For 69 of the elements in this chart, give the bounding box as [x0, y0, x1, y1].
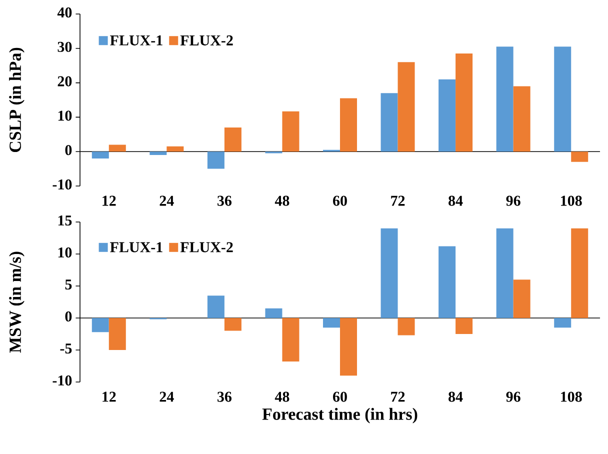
x-tick-label: 12 — [102, 392, 116, 402]
x-axis-title: Forecast time (in hrs) — [262, 408, 418, 424]
x-tick-label: 60 — [333, 392, 347, 402]
y-tick-label: 10 — [58, 110, 72, 121]
y-tick-label: 0 — [65, 145, 72, 156]
bar — [380, 228, 398, 318]
legend-label: FLUX-2 — [180, 242, 233, 252]
bar — [282, 318, 300, 362]
bar — [282, 111, 300, 152]
bar — [456, 318, 473, 334]
x-tick-label: 60 — [333, 196, 347, 206]
bar — [456, 54, 473, 152]
x-tick-label: 96 — [506, 392, 520, 402]
y-tick-label: -10 — [52, 375, 72, 386]
x-tick-label: 36 — [218, 392, 232, 402]
bar — [108, 144, 126, 152]
y-tick-label: 0 — [65, 311, 72, 322]
bar — [438, 79, 456, 152]
bar — [108, 318, 126, 350]
y-tick-label: 40 — [57, 7, 72, 18]
x-tick-label: 96 — [506, 196, 520, 206]
bar — [438, 246, 456, 318]
bar — [224, 318, 242, 331]
bar — [513, 280, 530, 318]
x-tick-label: 72 — [391, 196, 405, 206]
legend-label: FLUX-1 — [110, 35, 162, 46]
y-tick-label: 10 — [58, 247, 72, 258]
bar — [207, 152, 224, 169]
y-axis-title: MSW (in m/s) — [9, 252, 24, 353]
bar — [398, 318, 415, 336]
x-tick-label: 72 — [391, 392, 405, 402]
bar — [323, 318, 340, 328]
y-axis-title: CSLP (in hPa) — [9, 48, 24, 152]
x-tick-label: 108 — [561, 392, 582, 402]
x-tick-label: 48 — [274, 196, 290, 206]
bar — [496, 46, 514, 152]
bar — [398, 62, 415, 152]
bar — [571, 152, 588, 162]
x-tick-label: 36 — [218, 196, 232, 206]
legend-label: FLUX-2 — [180, 35, 233, 46]
y-tick-label: 5 — [65, 280, 72, 290]
legend-label: FLUX-1 — [110, 242, 162, 252]
y-tick-label: 15 — [58, 215, 72, 226]
bar — [380, 93, 398, 152]
bar — [92, 318, 109, 332]
bar — [513, 86, 530, 152]
bar — [92, 152, 109, 158]
x-tick-label: 108 — [561, 196, 582, 206]
x-tick-label: 84 — [448, 196, 463, 206]
y-tick-label: -5 — [60, 344, 72, 354]
bar — [571, 228, 588, 318]
y-tick-label: -10 — [52, 179, 72, 190]
bar — [150, 152, 167, 156]
bar — [340, 318, 357, 376]
bar — [265, 308, 282, 318]
x-tick-label: 12 — [102, 196, 116, 206]
x-tick-label: 24 — [160, 196, 174, 206]
y-tick-label: 30 — [58, 42, 72, 52]
bar — [496, 228, 514, 318]
bar — [207, 296, 224, 318]
x-tick-label: 84 — [448, 392, 463, 402]
x-tick-label: 24 — [160, 392, 174, 402]
x-tick-label: 48 — [274, 392, 290, 402]
bar — [166, 146, 184, 152]
bar — [340, 98, 357, 152]
y-tick-label: 20 — [58, 76, 72, 86]
bar — [554, 318, 572, 328]
bar — [554, 46, 572, 152]
bar — [224, 128, 242, 152]
